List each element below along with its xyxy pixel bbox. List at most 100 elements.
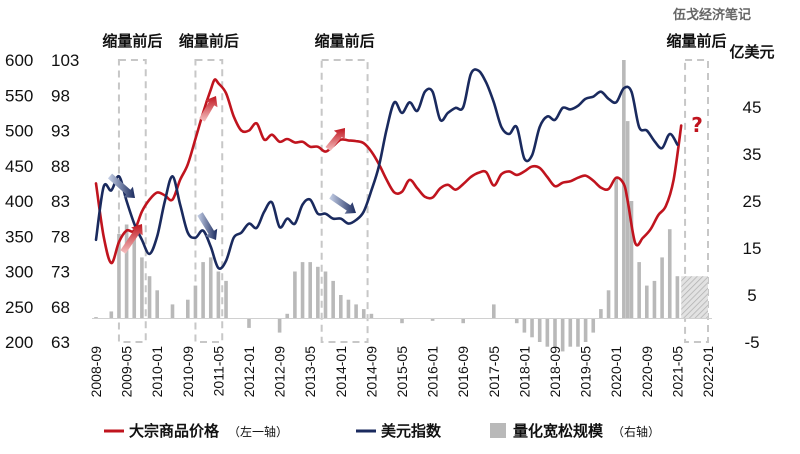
x-tick-label: 2016-01 [425, 346, 441, 398]
right-tick-label: 35 [743, 145, 762, 164]
axes: 600 550 500 450 400 350 300 250 200 103 98 93 88 83 78… [5, 51, 761, 397]
shrink-period-label: 缩量前后 [102, 32, 162, 50]
qe-bar [667, 229, 672, 319]
left-inner-tick-label: 78 [51, 227, 70, 246]
qe-bar [285, 313, 290, 319]
qe-bar [155, 290, 159, 319]
qe-bar [193, 285, 198, 319]
qe-bar [369, 313, 374, 319]
qe-bar [614, 177, 618, 319]
qe-bar [461, 318, 465, 324]
right-tick-label: 15 [743, 239, 762, 258]
qe-bar [514, 318, 519, 324]
legend: 大宗商品价格 （左一轴） 美元指数 量化宽松规模 （右轴） [104, 422, 660, 440]
qe-bar [400, 318, 404, 324]
qe-bar [576, 318, 580, 347]
question-mark: ? [691, 113, 703, 137]
qe-bar [323, 271, 328, 319]
qe-bar [109, 311, 114, 319]
qe-bar [117, 233, 121, 319]
qe-bar [354, 304, 358, 319]
shrink-period-box [684, 59, 709, 343]
qe-bar [625, 121, 630, 319]
x-tick-label: 2010-01 [149, 346, 165, 398]
qe-bar [560, 318, 565, 352]
qe-bar [293, 271, 297, 319]
left-outer-tick-label: 500 [5, 122, 33, 141]
left-inner-tick-label: 73 [51, 263, 70, 282]
left-inner-tick-label: 103 [51, 51, 79, 70]
qe-bar [606, 290, 611, 319]
series-lines [94, 68, 683, 270]
qe-bar [599, 309, 603, 319]
left-inner-tick-label: 98 [51, 86, 70, 105]
qe-projection-bar [681, 276, 708, 319]
qe-bar [140, 257, 144, 319]
dollar-index-line [94, 68, 679, 270]
qe-bar [247, 318, 251, 328]
qe-bar [216, 271, 221, 319]
shrink-period-label: 缩量前后 [315, 32, 375, 50]
left-inner-tick-label: 88 [51, 157, 70, 176]
left-outer-tick-label: 400 [5, 192, 33, 211]
left-outer-tick-label: 600 [5, 51, 33, 70]
left-outer-tick-label: 250 [5, 298, 33, 317]
qe-bar [622, 60, 626, 319]
x-tick-label: 2012-01 [241, 346, 257, 398]
qe-bar [316, 266, 320, 319]
x-tick-label: 2012-09 [272, 346, 288, 398]
legend-axis-note: （右轴） [612, 424, 660, 439]
commodity-up-arrow [325, 128, 345, 151]
qe-bar [522, 318, 527, 333]
x-tick-label: 2016-09 [455, 346, 471, 398]
right-tick-label: 5 [747, 286, 756, 305]
x-tick-label: 2010-09 [180, 346, 196, 398]
x-tick-label: 2014-09 [363, 346, 379, 398]
qe-bar [553, 318, 557, 347]
qe-bar [530, 318, 534, 338]
shrink-period-box [194, 59, 224, 343]
right-tick-label: -5 [744, 333, 759, 352]
qe-bar [537, 318, 542, 342]
left-outer-tick-label: 450 [5, 157, 33, 176]
x-tick-label: 2020-09 [639, 346, 655, 398]
left-inner-tick-label: 63 [51, 333, 70, 352]
x-tick-label: 2018-01 [516, 346, 532, 398]
commodity-price-line [94, 78, 683, 265]
x-tick-label: 2019-05 [578, 346, 594, 398]
qe-bar [430, 318, 435, 321]
legend-label: 量化宽松规模 [513, 422, 604, 440]
left-outer-tick-label: 550 [5, 86, 33, 105]
legend-bar-swatch [490, 423, 506, 438]
shrink-period-box [117, 59, 147, 343]
legend-axis-note: （左一轴） [228, 424, 288, 439]
right-axis-unit: 亿美元 [729, 43, 774, 61]
legend-label: 大宗商品价格 [129, 422, 220, 440]
qe-bar [277, 318, 282, 333]
qe-bar [147, 276, 152, 319]
x-tick-label: 2022-01 [700, 346, 716, 398]
qe-bar [629, 201, 634, 319]
qe-bar [637, 262, 641, 319]
qe-bar [170, 304, 175, 319]
watermark: 伍戈经济笔记 [672, 7, 751, 23]
left-outer-tick-label: 200 [5, 333, 33, 352]
qe-bar [208, 257, 213, 319]
commodity-up-arrow [199, 96, 218, 122]
qe-bar [201, 262, 205, 319]
qe-bars [94, 60, 708, 352]
left-inner-tick-label: 83 [51, 192, 70, 211]
qe-bar [568, 318, 573, 347]
shrink-period-label: 缩量前后 [179, 32, 239, 50]
qe-bar [339, 295, 343, 319]
qe-bar [652, 280, 657, 319]
qe-bar [545, 318, 550, 347]
left-inner-tick-label: 93 [51, 122, 70, 141]
trend-arrows [107, 96, 356, 254]
qe-bar [186, 299, 190, 319]
shrink-period-label: 缩量前后 [667, 32, 727, 50]
qe-bar [492, 304, 496, 319]
x-tick-label: 2021-05 [669, 346, 685, 398]
shrink-period-box [320, 59, 369, 343]
